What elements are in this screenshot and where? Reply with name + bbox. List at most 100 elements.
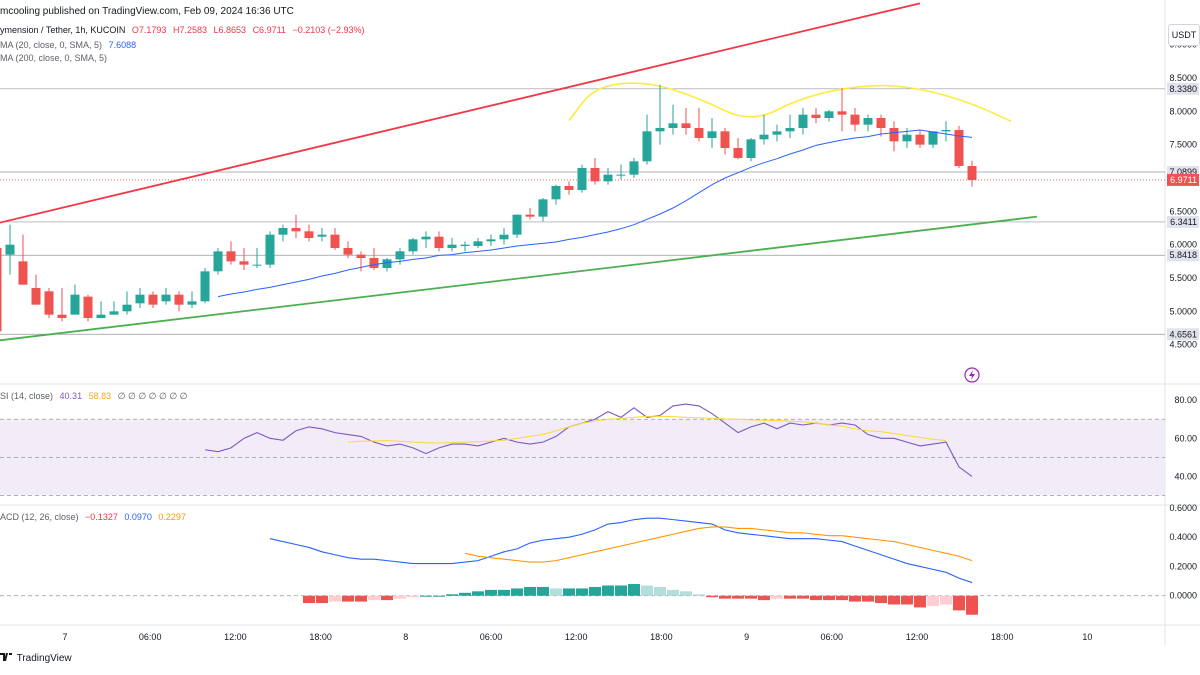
price-tick-label: 5.5000 bbox=[1169, 273, 1197, 283]
macd-histogram-bar bbox=[927, 595, 939, 606]
time-tick-label: 12:00 bbox=[906, 632, 929, 642]
candle-up bbox=[902, 134, 912, 142]
candle-up bbox=[642, 131, 652, 162]
macd-histogram-bar bbox=[966, 595, 978, 615]
candle-up bbox=[577, 168, 587, 190]
macd-histogram-bar bbox=[589, 586, 601, 596]
macd-signal-line bbox=[464, 526, 973, 563]
macd-histogram-bar bbox=[394, 595, 406, 599]
candle-down bbox=[304, 231, 314, 238]
macd-histogram-bar bbox=[823, 595, 835, 601]
candle-down bbox=[876, 118, 886, 128]
time-tick-label: 06:00 bbox=[821, 632, 844, 642]
macd-histogram-bar bbox=[745, 595, 757, 599]
candle-up bbox=[603, 174, 613, 182]
macd-histogram-bar bbox=[628, 584, 640, 596]
price-tick-label: 7.5000 bbox=[1169, 140, 1197, 150]
macd-tick-label: 0.6000 bbox=[1169, 503, 1197, 513]
candle-up bbox=[473, 241, 483, 246]
candle-up bbox=[746, 139, 756, 158]
sma200-label: MA (200, close, 0, SMA, 5) bbox=[0, 53, 108, 63]
candle-up bbox=[382, 259, 392, 268]
candle-down bbox=[226, 251, 236, 262]
publish-info: mcooling published on TradingView.com, F… bbox=[0, 6, 294, 17]
candle-up bbox=[824, 111, 834, 118]
time-tick-label: 18:00 bbox=[309, 632, 332, 642]
candle-up bbox=[70, 294, 80, 315]
candle-down bbox=[850, 114, 860, 125]
candle-up bbox=[655, 128, 665, 132]
candle-up bbox=[707, 131, 717, 138]
candle-up bbox=[265, 234, 275, 265]
candle-down bbox=[720, 131, 730, 148]
candle-up bbox=[395, 251, 405, 260]
rsi-tick-label: 80.00 bbox=[1174, 395, 1197, 405]
macd-tick-label: 0.0000 bbox=[1169, 591, 1197, 601]
candle-down bbox=[0, 248, 2, 332]
price-tick-label: 5.0000 bbox=[1169, 306, 1197, 316]
publish-text: mcooling published on TradingView.com, F… bbox=[0, 6, 294, 17]
time-tick-label: 18:00 bbox=[991, 632, 1014, 642]
candle-up bbox=[941, 130, 951, 132]
rsi-line bbox=[204, 403, 973, 477]
candle-up bbox=[486, 239, 496, 242]
candle-up bbox=[772, 131, 782, 135]
candle-down bbox=[681, 123, 691, 128]
candle-up bbox=[317, 234, 327, 237]
level-label-box bbox=[1167, 328, 1199, 341]
lightning-event-icon bbox=[964, 367, 980, 383]
price-tick-label: 8.5000 bbox=[1169, 73, 1197, 83]
candle-up bbox=[213, 251, 223, 272]
macd-histogram-bar bbox=[771, 595, 783, 599]
level-label-box bbox=[1167, 249, 1199, 262]
candle-up bbox=[499, 234, 509, 240]
symbol-legend: ymension / Tether, 1h, KUCOIN O7.1793 H7… bbox=[0, 25, 369, 35]
candle-down bbox=[434, 236, 444, 248]
macd-histogram-bar bbox=[784, 595, 796, 599]
rsi-tick-label: 60.00 bbox=[1174, 433, 1197, 443]
level-label: 7.0899 bbox=[1169, 167, 1197, 177]
candle-down bbox=[343, 248, 353, 255]
candle-up bbox=[551, 186, 561, 200]
macd-histogram-bar bbox=[849, 595, 861, 602]
last-price-label: 6.9711 bbox=[1170, 175, 1197, 185]
macd-histogram-bar bbox=[875, 595, 887, 604]
ohlc-high: H7.2583 bbox=[172, 25, 207, 35]
candle-down bbox=[239, 261, 249, 265]
macd-histogram-bar bbox=[381, 595, 393, 601]
ohlc-close: C6.9711 bbox=[252, 25, 286, 35]
candle-down bbox=[356, 254, 366, 258]
candle-down bbox=[837, 111, 847, 115]
macd-histogram-bar bbox=[888, 595, 900, 605]
candle-down bbox=[174, 294, 184, 305]
candle-up bbox=[421, 236, 431, 240]
macd-histogram-bar bbox=[602, 585, 614, 596]
candle-up bbox=[538, 199, 548, 217]
footer-brand: TradingView bbox=[0, 652, 72, 664]
time-tick-label: 7 bbox=[62, 632, 67, 642]
sma20-value: 7.6088 bbox=[108, 40, 137, 50]
candle-up bbox=[629, 161, 639, 175]
level-label: 4.6561 bbox=[1169, 329, 1197, 339]
price-tick-label: 6.0000 bbox=[1169, 240, 1197, 250]
rsi-ma-line bbox=[347, 415, 947, 444]
macd-histogram-bar bbox=[901, 595, 913, 605]
rsi-value: 40.31 bbox=[59, 391, 83, 401]
macd-histogram-bar bbox=[485, 589, 497, 596]
macd-histogram-bar bbox=[693, 594, 705, 596]
candle-up bbox=[135, 294, 145, 304]
macd-histogram-bar bbox=[667, 589, 679, 596]
currency-button[interactable]: USDT bbox=[1168, 24, 1200, 46]
macd-hist-value: −0.1327 bbox=[85, 512, 118, 522]
macd-histogram-bar bbox=[446, 594, 458, 596]
sma20-line bbox=[217, 129, 973, 298]
candle-down bbox=[291, 228, 301, 232]
candle-down bbox=[44, 291, 54, 315]
macd-histogram-bar bbox=[758, 595, 770, 601]
macd-legend: ACD (12, 26, close) −0.1327 0.0970 0.229… bbox=[0, 512, 190, 522]
candle-up bbox=[96, 314, 106, 318]
macd-histogram-bar bbox=[459, 592, 471, 596]
candle-up bbox=[447, 244, 457, 248]
candle-down bbox=[31, 288, 41, 305]
